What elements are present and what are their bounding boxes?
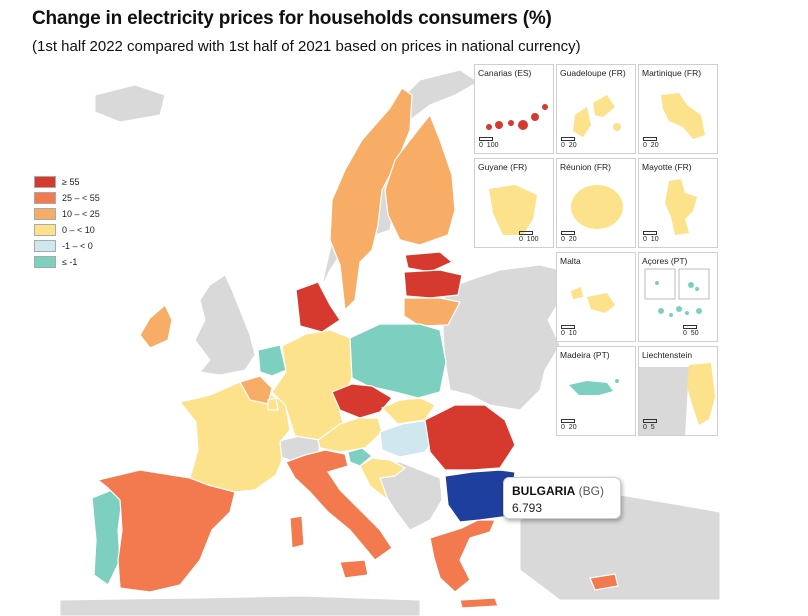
- region-crete: [459, 597, 499, 609]
- inset-acores[interactable]: Açores (PT) 0 50: [638, 252, 718, 342]
- inset-label: Canarias (ES): [478, 68, 532, 78]
- legend-swatch: [34, 176, 56, 188]
- legend-label: -1 – < 0: [62, 241, 93, 251]
- legend-swatch: [34, 224, 56, 236]
- inset-liechtenstein[interactable]: Liechtenstein 0 5: [638, 346, 718, 436]
- region-latvia: [403, 269, 463, 299]
- region-slovakia: [380, 397, 436, 425]
- inset-guadeloupe[interactable]: Guadeloupe (FR) 0 20: [556, 64, 636, 154]
- region-uk: [194, 274, 256, 376]
- legend-label: 10 – < 25: [62, 209, 100, 219]
- region-iceland: [94, 84, 166, 123]
- inset-label: Liechtenstein: [642, 350, 693, 360]
- legend-item: 0 – < 10: [34, 222, 100, 238]
- tooltip-value: 6.793: [512, 501, 543, 515]
- scale-bar: 0 10: [643, 231, 659, 243]
- region-estonia: [404, 251, 454, 273]
- inset-label: Mayotte (FR): [642, 162, 692, 172]
- region-sardinia: [289, 515, 305, 549]
- tooltip-country: BULGARIA (BG): [512, 484, 612, 498]
- inset-shape: [665, 179, 697, 235]
- region-denmark: [295, 281, 341, 333]
- inset-martinique[interactable]: Martinique (FR) 0 20: [638, 64, 718, 154]
- inset-shape: [644, 268, 710, 317]
- legend-label: ≥ 55: [62, 177, 80, 187]
- inset-shape: [486, 104, 548, 130]
- legend-swatch: [34, 256, 56, 268]
- region-belgium: [239, 375, 273, 405]
- scale-bar: 0 20: [561, 419, 577, 431]
- inset-shape: [639, 363, 715, 435]
- inset-canarias[interactable]: Canarias (ES) 0 100: [474, 64, 554, 154]
- scale-bar: 0 20: [561, 231, 577, 243]
- legend-label: 25 – < 55: [62, 193, 100, 203]
- country-tooltip: BULGARIA (BG) 6.793: [503, 477, 621, 519]
- region-lithuania: [403, 297, 461, 327]
- inset-label: Martinique (FR): [642, 68, 702, 78]
- region-czechia: [331, 383, 393, 419]
- inset-shape: [571, 287, 615, 313]
- map-title: Change in electricity prices for househo…: [32, 8, 552, 29]
- region-croatia: [359, 457, 407, 502]
- inset-shape: [571, 185, 623, 229]
- legend-label: ≤ -1: [62, 257, 78, 267]
- region-sicily: [339, 559, 369, 579]
- scale-bar: 0 100: [479, 137, 498, 149]
- scale-bar: 0 50: [683, 325, 699, 337]
- europe-map: [59, 69, 721, 616]
- region-east: [442, 264, 561, 411]
- inset-malta[interactable]: Malta 0 10: [556, 252, 636, 342]
- tooltip-country-code: (BG): [578, 484, 605, 498]
- inset-label: Madeira (PT): [560, 350, 610, 360]
- tooltip-country-name: BULGARIA: [512, 484, 576, 498]
- region-ireland: [139, 304, 173, 349]
- legend-item: ≥ 55: [34, 174, 100, 190]
- inset-label: Guadeloupe (FR): [560, 68, 626, 78]
- scale-bar: 0 20: [561, 137, 577, 149]
- legend-label: 0 – < 10: [62, 225, 95, 235]
- legend-item: -1 – < 0: [34, 238, 100, 254]
- legend-swatch: [34, 240, 56, 252]
- region-sweden: [329, 87, 413, 312]
- inset-label: Guyane (FR): [478, 162, 528, 172]
- legend-swatch: [34, 208, 56, 220]
- inset-label: Réunion (FR): [560, 162, 612, 172]
- region-netherlands: [257, 344, 287, 377]
- region-poland: [349, 323, 447, 399]
- region-north-africa: [59, 595, 421, 616]
- legend-item: 25 – < 55: [34, 190, 100, 206]
- map-legend: ≥ 55 25 – < 55 10 – < 25 0 – < 10 -1 – <…: [34, 174, 100, 270]
- inset-reunion[interactable]: Réunion (FR) 0 20: [556, 158, 636, 248]
- legend-swatch: [34, 192, 56, 204]
- scale-bar: 0 5: [643, 419, 657, 431]
- scale-bar: 0 100: [519, 231, 538, 243]
- region-italy: [285, 449, 393, 561]
- region-greece: [429, 519, 496, 593]
- inset-mayotte[interactable]: Mayotte (FR) 0 10: [638, 158, 718, 248]
- inset-label: Açores (PT): [642, 256, 688, 266]
- inset-shape: [573, 95, 621, 137]
- region-cyprus: [589, 573, 619, 591]
- legend-item: 10 – < 25: [34, 206, 100, 222]
- region-portugal: [91, 489, 123, 586]
- inset-shape: [489, 185, 537, 235]
- inset-shape: [661, 93, 705, 139]
- inset-madeira[interactable]: Madeira (PT) 0 20: [556, 346, 636, 436]
- region-slovenia: [347, 447, 373, 467]
- inset-label: Malta: [560, 256, 581, 266]
- region-germany: [271, 329, 353, 441]
- region-luxembourg: [267, 397, 279, 411]
- scale-bar: 0 10: [561, 325, 577, 337]
- inset-grid: Canarias (ES) 0 100 Guadeloupe (FR) 0 20…: [474, 64, 726, 436]
- scale-bar: 0 20: [643, 137, 659, 149]
- region-finland: [384, 113, 456, 246]
- map-subtitle: (1st half 2022 compared with 1st half of…: [32, 38, 581, 55]
- legend-item: ≤ -1: [34, 254, 100, 270]
- region-romania: [424, 404, 516, 471]
- inset-shape: [569, 379, 619, 395]
- inset-guyane[interactable]: Guyane (FR) 0 100: [474, 158, 554, 248]
